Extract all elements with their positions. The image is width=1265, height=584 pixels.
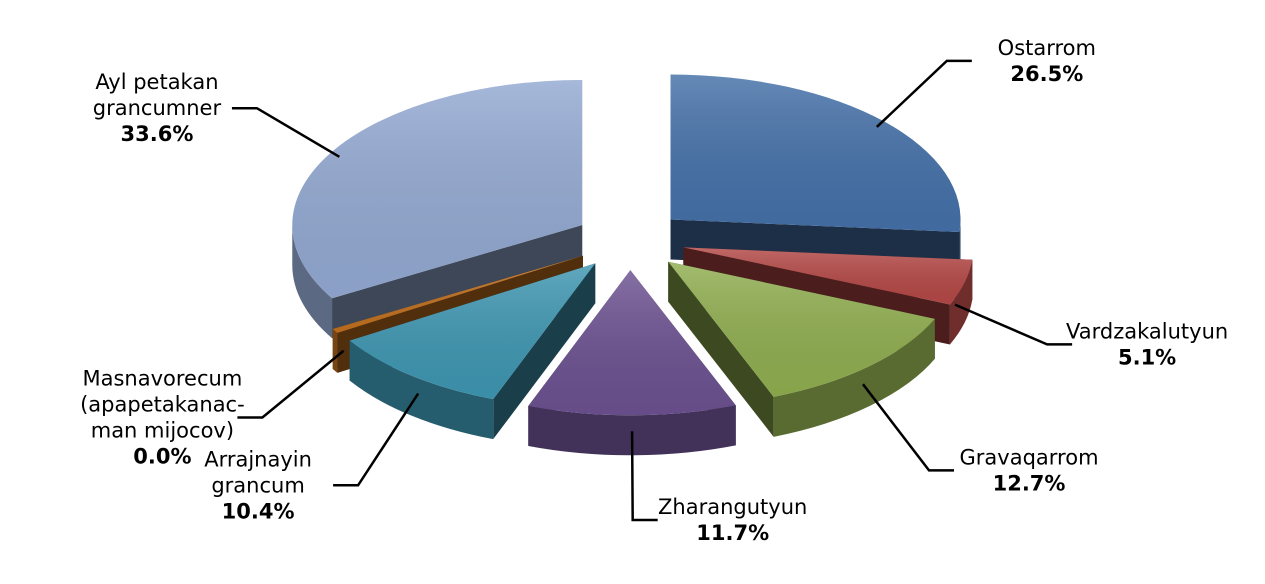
- slice-0: [670, 74, 961, 272]
- slice-wall: [292, 224, 333, 339]
- slice-top-sheen: [332, 255, 583, 333]
- slice-label: Ayl petakan grancumner 33.6%: [93, 70, 222, 146]
- slice-label-line: Zharangutyun: [658, 495, 807, 519]
- pie-slices: [292, 74, 973, 456]
- slice-label: Masnavorecum (apapetakanac-man mijocov) 0.…: [80, 366, 245, 468]
- slice-value-label: 0.0%: [133, 444, 191, 468]
- slice-wall: [349, 340, 494, 440]
- slice-label: Vardzakalutyun 5.1%: [1066, 319, 1228, 369]
- slice-label: Ostarrom 26.5%: [998, 36, 1096, 86]
- slice-label-line: grancum: [211, 473, 304, 497]
- slice-wall: [773, 318, 935, 437]
- leader-line: [861, 383, 955, 472]
- slice-label-line: Masnavorecum: [83, 366, 243, 390]
- slice-wall: [959, 219, 961, 272]
- slice-value-label: 5.1%: [1118, 345, 1176, 369]
- leader-line: [231, 106, 340, 158]
- leader-line: [333, 392, 420, 487]
- leader-line: [237, 349, 345, 419]
- pie-labels: Ostarrom 26.5% Vardzakalutyun 5.1% Gravaqarr…: [80, 36, 1228, 545]
- slice-label-line: (apapetakanac-: [80, 392, 245, 416]
- slice-side: [668, 261, 774, 437]
- slice-label: Arrajnayin grancum 10.4%: [204, 447, 312, 523]
- slice-top-sheen: [668, 261, 935, 397]
- slice-label-line: man mijocov): [91, 418, 234, 442]
- slice-label-line: Ayl petakan: [95, 70, 218, 94]
- slice-3: [528, 270, 736, 456]
- slice-6: [292, 79, 583, 339]
- slice-top-sheen: [528, 270, 736, 416]
- leader-line: [630, 431, 658, 522]
- leader-line: [954, 303, 1073, 346]
- slice-top-sheen: [349, 263, 596, 400]
- slice-label-line: Ostarrom: [998, 36, 1096, 60]
- slice-wall: [332, 328, 338, 373]
- slice-top-sheen: [670, 74, 961, 232]
- slice-top-sheen: [292, 79, 583, 299]
- slice-label-line: Arrajnayin: [204, 447, 312, 471]
- slice-4: [349, 263, 596, 440]
- slice-wall: [949, 259, 973, 345]
- slice-value-label: 26.5%: [1010, 62, 1083, 86]
- slice-wall: [528, 405, 736, 456]
- slice-value-label: 11.7%: [696, 521, 769, 545]
- slice-value-label: 12.7%: [993, 471, 1066, 495]
- slice-label: Zharangutyun 11.7%: [658, 495, 807, 545]
- slice-label-line: grancumner: [93, 96, 222, 120]
- slice-label-line: Vardzakalutyun: [1066, 319, 1228, 343]
- slice-value-label: 33.6%: [121, 122, 194, 146]
- slice-label: Gravaqarrom 12.7%: [960, 445, 1099, 495]
- slice-side: [332, 224, 583, 339]
- slice-label-line: Gravaqarrom: [960, 445, 1099, 469]
- leader-line: [875, 59, 972, 128]
- slice-2: [668, 261, 935, 437]
- slice-value-label: 10.4%: [222, 499, 295, 523]
- slice-top-sheen: [683, 247, 973, 305]
